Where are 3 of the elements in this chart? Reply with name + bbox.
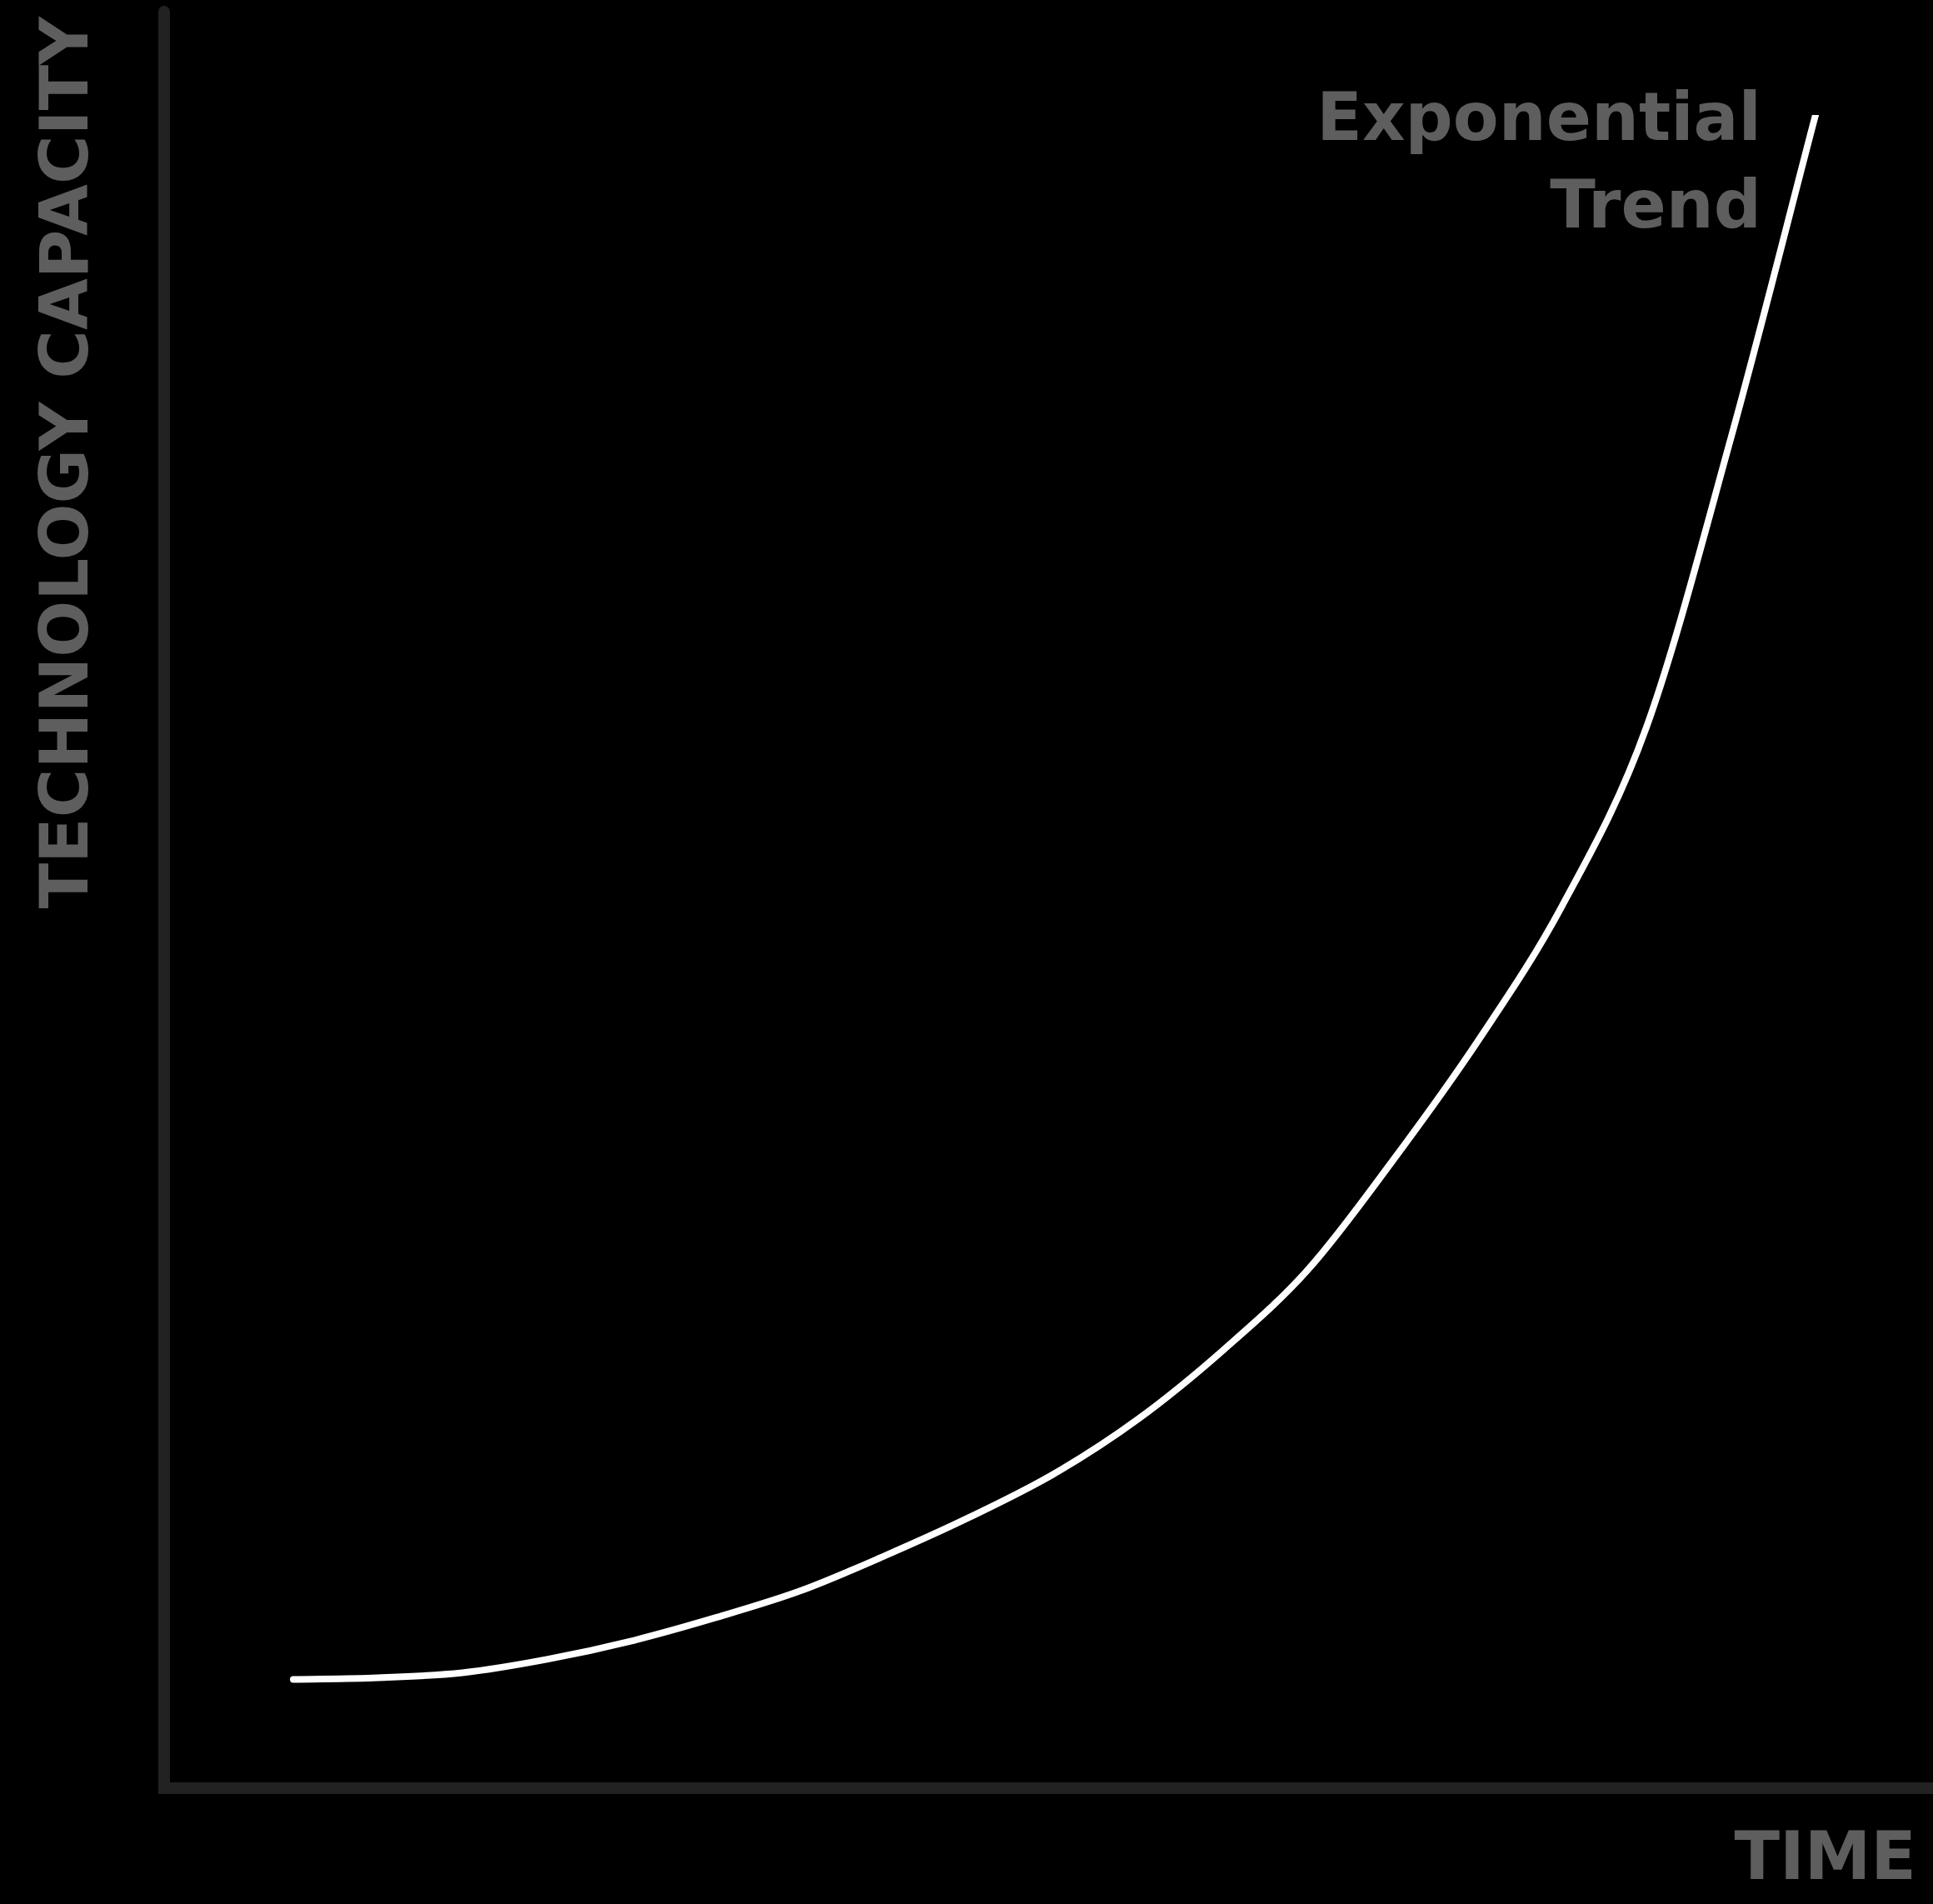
series-label: Exponential Trend xyxy=(1316,78,1761,243)
y-axis-title: TECHNOLOGY CAPACITY xyxy=(26,15,103,909)
x-axis-title: TIME xyxy=(1734,1817,1916,1895)
